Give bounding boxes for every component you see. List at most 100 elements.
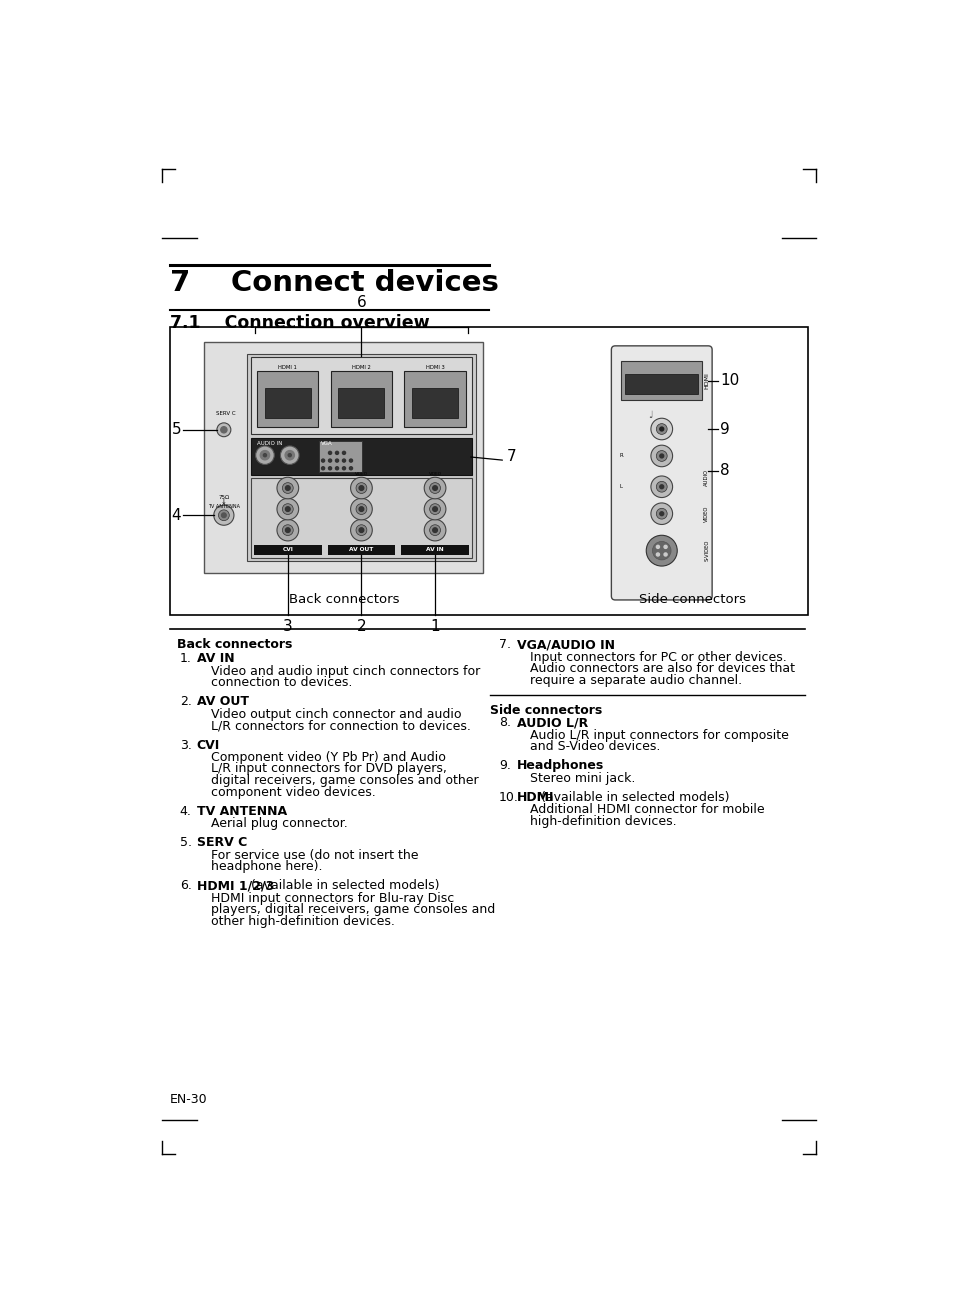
Text: 3: 3 [283,620,293,634]
Circle shape [663,553,666,555]
Circle shape [656,481,666,493]
Text: 10.: 10. [498,791,518,804]
Circle shape [659,455,663,458]
Circle shape [335,452,338,455]
Circle shape [276,477,298,499]
Text: VGA: VGA [320,441,333,447]
Circle shape [285,528,290,532]
Text: 4: 4 [172,508,181,523]
Circle shape [429,504,440,515]
Circle shape [433,507,436,511]
Circle shape [652,541,670,559]
Text: HDMI 1: HDMI 1 [278,365,297,371]
Text: AV OUT: AV OUT [196,696,249,709]
Text: 7    Connect devices: 7 Connect devices [170,269,498,297]
Text: 9.: 9. [498,760,511,773]
Bar [412,388,457,418]
Text: ♩: ♩ [647,410,652,419]
Circle shape [349,466,353,470]
Bar [328,545,395,555]
Text: 1: 1 [430,620,439,634]
Circle shape [350,498,372,520]
Bar [257,371,318,427]
Text: 3.: 3. [179,739,192,752]
Text: For service use (do not insert the: For service use (do not insert the [211,849,417,862]
Text: L: L [619,485,622,489]
Circle shape [328,458,332,462]
Text: VIDEO: VIDEO [355,472,368,476]
Bar [251,358,472,435]
Text: Headphones: Headphones [517,760,603,773]
Text: connection to devices.: connection to devices. [211,676,352,689]
Text: 5.: 5. [179,836,192,849]
Circle shape [276,498,298,520]
Text: Audio connectors are also for devices that: Audio connectors are also for devices th… [530,663,794,676]
Circle shape [342,466,345,470]
Circle shape [285,451,294,460]
Text: TV ANTENNA: TV ANTENNA [196,804,287,817]
Bar [247,354,476,562]
Circle shape [355,525,367,536]
Text: 6.: 6. [179,879,192,892]
Circle shape [282,525,293,536]
Text: AUDIO L/R: AUDIO L/R [517,717,587,730]
Circle shape [285,486,290,490]
Text: Audio L/R input connectors for composite: Audio L/R input connectors for composite [530,728,788,741]
Circle shape [424,519,445,541]
Circle shape [429,525,440,536]
Text: 7: 7 [506,449,516,464]
Circle shape [424,498,445,520]
Text: ↓: ↓ [221,499,227,504]
Text: Additional HDMI connector for mobile: Additional HDMI connector for mobile [530,803,763,816]
Text: AV IN: AV IN [196,652,234,665]
Circle shape [663,545,666,549]
Circle shape [424,477,445,499]
Text: HDMI 2: HDMI 2 [352,365,371,371]
Circle shape [263,453,266,457]
Circle shape [213,506,233,525]
Circle shape [342,452,345,455]
Circle shape [656,451,666,461]
Circle shape [328,466,332,470]
Text: AUDIO: AUDIO [703,469,709,486]
Circle shape [358,507,363,511]
Circle shape [280,445,298,465]
Circle shape [355,482,367,494]
Text: EN-30: EN-30 [170,1093,207,1106]
Circle shape [659,427,663,431]
Text: Back connectors: Back connectors [177,638,293,651]
Text: Side connectors: Side connectors [489,703,601,717]
Circle shape [350,519,372,541]
Text: Aerial plug connector.: Aerial plug connector. [211,817,347,831]
Circle shape [276,519,298,541]
Text: 2: 2 [356,620,366,634]
Text: headphone here).: headphone here). [211,861,322,874]
Circle shape [355,504,367,515]
Circle shape [342,458,345,462]
Circle shape [429,482,440,494]
Text: S-VIDEO: S-VIDEO [703,540,709,562]
Text: 4.: 4. [179,804,192,817]
Circle shape [656,545,659,549]
Text: players, digital receivers, game consoles and: players, digital receivers, game console… [211,904,495,916]
Circle shape [220,427,227,432]
Bar [251,439,472,476]
Circle shape [659,512,663,516]
Text: Stereo mini jack.: Stereo mini jack. [530,772,635,785]
Text: 8.: 8. [498,717,511,730]
Text: AV OUT: AV OUT [349,548,374,553]
Text: Side connectors: Side connectors [639,593,745,607]
Text: 5: 5 [172,422,181,438]
Circle shape [656,423,666,435]
Circle shape [335,458,338,462]
Text: CVI: CVI [196,739,220,752]
Text: HDMI 3: HDMI 3 [425,365,444,371]
Circle shape [358,486,363,490]
Text: other high-definition devices.: other high-definition devices. [211,914,395,927]
Text: and S-Video devices.: and S-Video devices. [530,740,659,753]
Text: SERV C: SERV C [215,411,235,415]
Circle shape [321,466,324,470]
Bar [319,441,361,472]
Text: 7.1    Connection overview: 7.1 Connection overview [170,314,429,333]
Text: 6: 6 [356,295,366,309]
